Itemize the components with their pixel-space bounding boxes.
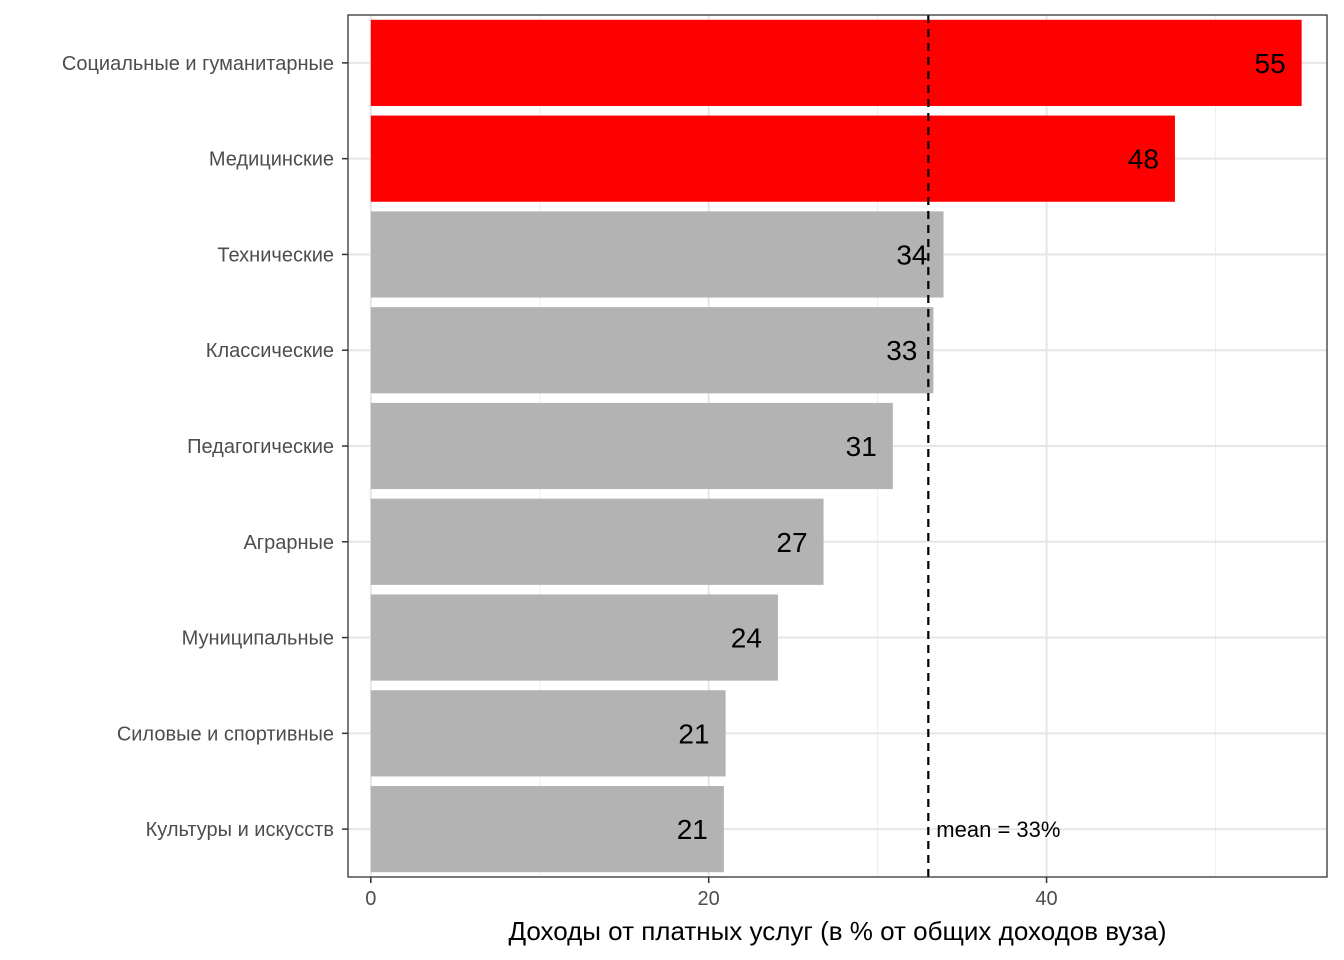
bar [370, 115, 1175, 202]
x-tick-label: 0 [365, 888, 376, 910]
y-category-label: Технические [217, 244, 334, 266]
bar-value-label: 21 [678, 718, 709, 749]
y-category-label: Силовые и спортивные [117, 723, 334, 745]
bar [370, 498, 824, 585]
bar-value-label: 33 [886, 335, 917, 366]
bar [370, 690, 726, 777]
y-category-label: Культуры и искусств [146, 819, 334, 841]
y-category-label: Муниципальные [182, 628, 334, 650]
bar-value-label: 48 [1128, 144, 1159, 175]
x-axis-title: Доходы от платных услуг (в % от общих до… [508, 916, 1166, 946]
axes: 0 20 40 Социальные и гуманитарные Медицински… [62, 53, 1058, 910]
bar [370, 307, 934, 394]
x-tick-label: 40 [1035, 888, 1057, 910]
bar [370, 19, 1302, 106]
bar-value-label: 55 [1255, 48, 1286, 79]
bar [370, 402, 893, 490]
bars [370, 19, 1302, 873]
y-category-label: Социальные и гуманитарные [62, 53, 334, 75]
mean-line-label: mean = 33% [936, 817, 1060, 842]
reference-line-group: mean = 33% [927, 15, 1060, 877]
y-category-label: Аграрные [243, 532, 334, 554]
bar [370, 594, 778, 681]
y-category-label: Классические [206, 340, 334, 362]
y-category-label: Педагогические [187, 436, 334, 458]
bar [370, 786, 724, 873]
data-labels: 55 48 34 33 31 27 24 21 21 [677, 48, 1286, 845]
y-category-label: Медицинские [209, 149, 334, 171]
x-tick-label: 20 [698, 888, 720, 910]
bar-value-label: 34 [896, 239, 927, 270]
bar-value-label: 24 [731, 623, 762, 654]
bar [370, 211, 944, 298]
bar-value-label: 21 [677, 814, 708, 845]
bar-value-label: 27 [776, 527, 807, 558]
bar-value-label: 31 [846, 431, 877, 462]
